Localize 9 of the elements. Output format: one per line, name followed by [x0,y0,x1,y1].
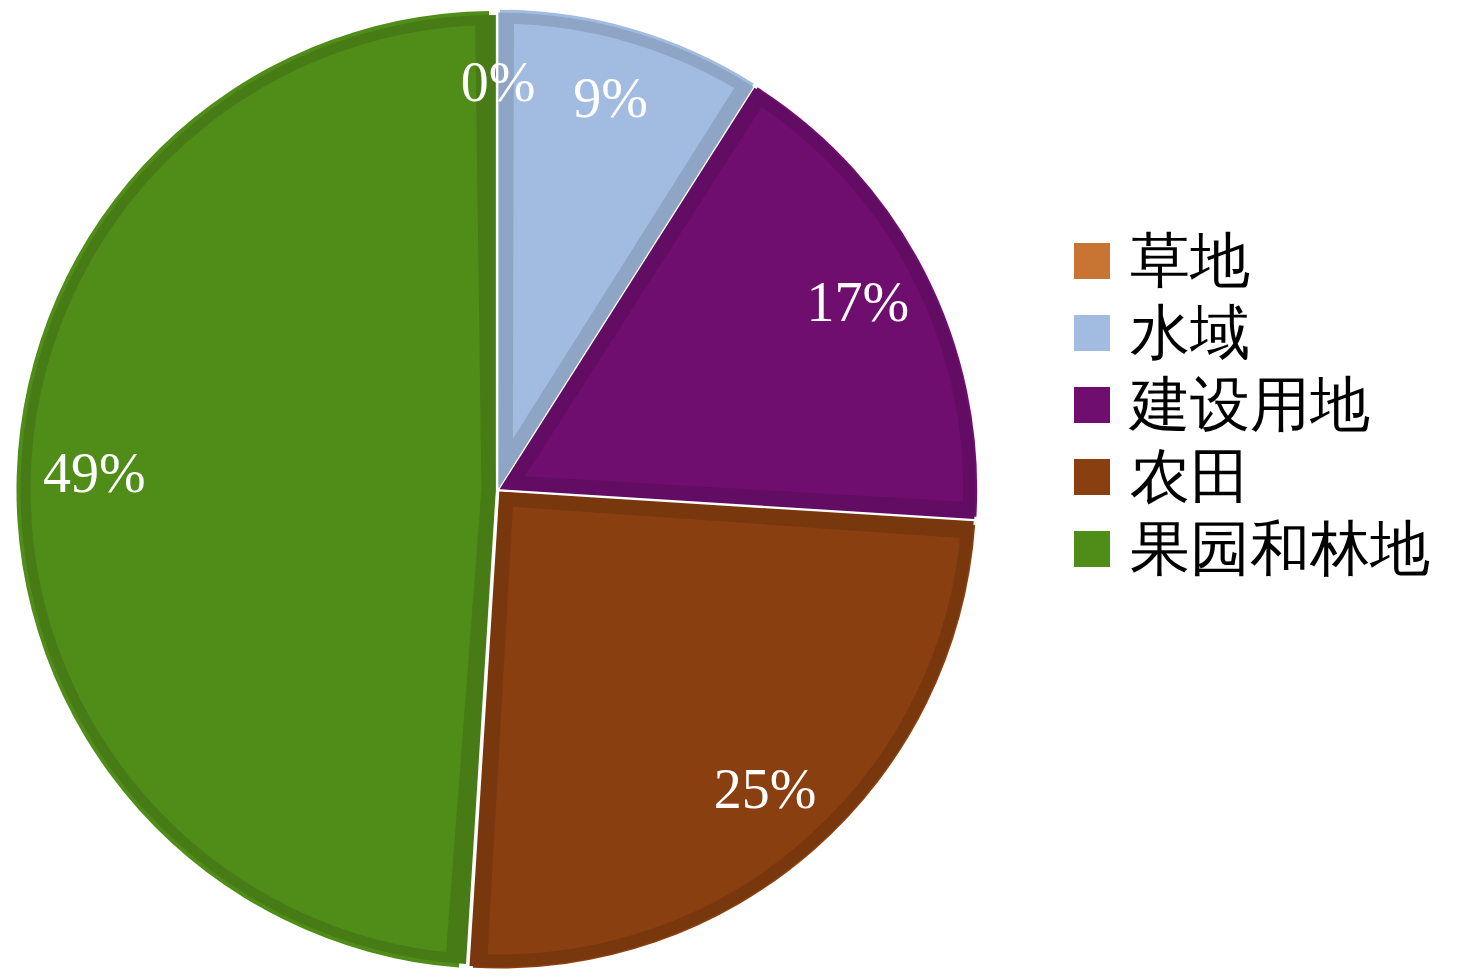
data-label: 17% [806,271,910,334]
legend-label: 农田 [1130,443,1250,512]
legend-label: 水域 [1130,299,1250,368]
data-label: 25% [713,757,817,820]
data-label: 49% [43,442,146,505]
legend-label: 果园和林地 [1130,515,1430,584]
legend-label: 建设用地 [1130,371,1370,440]
legend-label: 草地 [1130,227,1250,296]
data-label: 9% [573,66,648,129]
